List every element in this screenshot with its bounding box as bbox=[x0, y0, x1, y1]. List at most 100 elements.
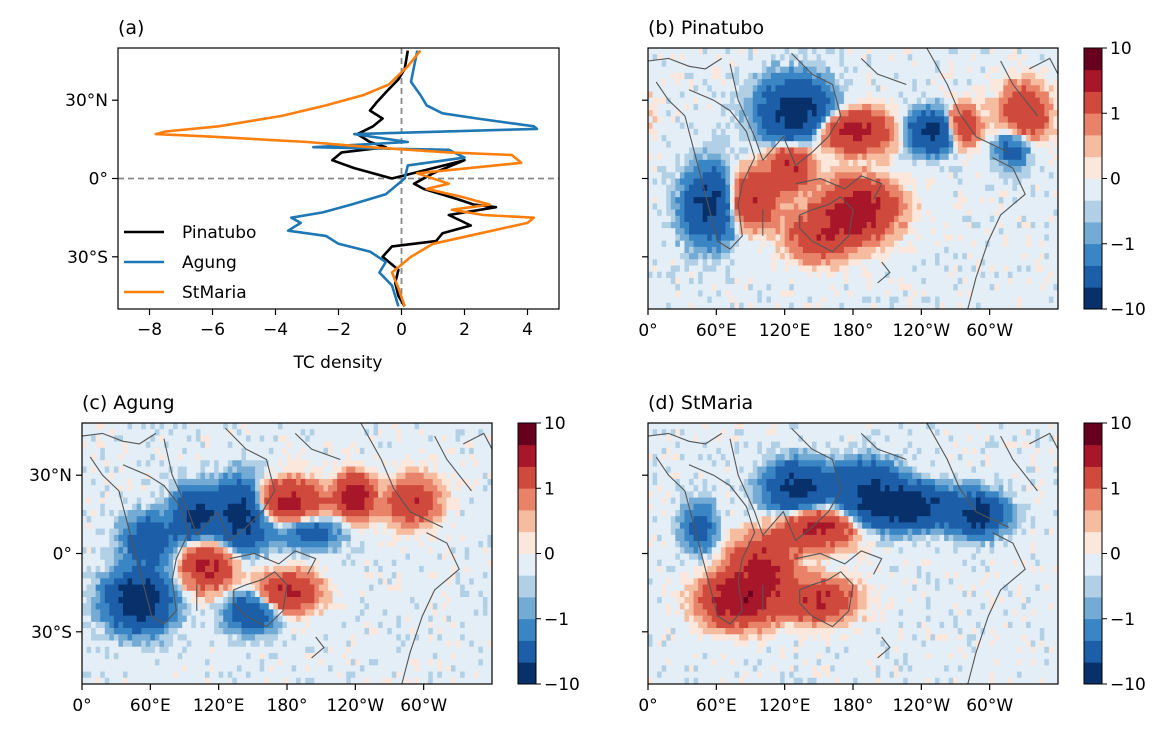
heatmap-cell bbox=[82, 448, 87, 455]
heatmap-cell bbox=[981, 67, 986, 74]
heatmap-cell bbox=[662, 116, 667, 123]
heatmap-cell bbox=[725, 284, 730, 291]
heatmap-cell bbox=[848, 160, 853, 167]
heatmap-cell bbox=[401, 491, 406, 498]
heatmap-cell bbox=[958, 253, 963, 260]
heatmap-cell bbox=[662, 272, 667, 279]
heatmap-cell bbox=[314, 485, 319, 492]
heatmap-cell bbox=[926, 60, 931, 67]
heatmap-cell bbox=[666, 67, 671, 74]
heatmap-cell bbox=[657, 222, 662, 229]
heatmap-cell bbox=[460, 454, 465, 461]
heatmap-cell bbox=[351, 442, 356, 449]
heatmap-cell bbox=[282, 460, 287, 467]
heatmap-cell bbox=[826, 60, 831, 67]
heatmap-cell bbox=[675, 266, 680, 273]
heatmap-cell bbox=[940, 60, 945, 67]
colorbar-segment bbox=[1084, 222, 1102, 244]
heatmap-cell bbox=[899, 210, 904, 217]
heatmap-cell bbox=[128, 460, 133, 467]
heatmap-cell bbox=[899, 216, 904, 223]
heatmap-cell bbox=[1035, 185, 1040, 192]
heatmap-cell bbox=[807, 241, 812, 248]
heatmap-cell bbox=[684, 147, 689, 154]
heatmap-cell bbox=[953, 216, 958, 223]
heatmap-cell bbox=[962, 166, 967, 173]
heatmap-cell bbox=[730, 284, 735, 291]
heatmap-cell bbox=[789, 123, 794, 130]
heatmap-cell bbox=[753, 123, 758, 130]
heatmap-cell bbox=[433, 491, 438, 498]
heatmap-cell bbox=[889, 123, 894, 130]
heatmap-cell bbox=[319, 479, 324, 486]
heatmap-cell bbox=[908, 129, 913, 136]
heatmap-cell bbox=[337, 460, 342, 467]
heatmap-cell bbox=[757, 179, 762, 186]
heatmap-cell bbox=[990, 54, 995, 61]
heatmap-cell bbox=[246, 491, 251, 498]
heatmap-cell bbox=[880, 197, 885, 204]
heatmap-cell bbox=[903, 297, 908, 304]
heatmap-cell bbox=[871, 284, 876, 291]
heatmap-cell bbox=[776, 284, 781, 291]
heatmap-cell bbox=[940, 166, 945, 173]
heatmap-cell bbox=[921, 166, 926, 173]
heatmap-cell bbox=[401, 423, 406, 430]
heatmap-cell bbox=[971, 147, 976, 154]
heatmap-cell bbox=[278, 423, 283, 430]
heatmap-cell bbox=[666, 166, 671, 173]
heatmap-cell bbox=[730, 154, 735, 161]
heatmap-cell bbox=[917, 222, 922, 229]
heatmap-cell bbox=[680, 278, 685, 285]
heatmap-cell bbox=[214, 442, 219, 449]
heatmap-cell bbox=[219, 423, 224, 430]
heatmap-cell bbox=[894, 166, 899, 173]
heatmap-cell bbox=[689, 241, 694, 248]
heatmap-cell bbox=[415, 460, 420, 467]
heatmap-cell bbox=[798, 191, 803, 198]
heatmap-cell bbox=[921, 104, 926, 111]
heatmap-cell bbox=[935, 104, 940, 111]
heatmap-cell bbox=[894, 60, 899, 67]
heatmap-cell bbox=[871, 85, 876, 92]
heatmap-cell bbox=[150, 442, 155, 449]
heatmap-cell bbox=[694, 60, 699, 67]
heatmap-cell bbox=[1035, 48, 1040, 55]
heatmap-cell bbox=[935, 210, 940, 217]
heatmap-cell bbox=[780, 54, 785, 61]
heatmap-cell bbox=[648, 185, 653, 192]
heatmap-cell bbox=[803, 297, 808, 304]
heatmap-cell bbox=[87, 442, 92, 449]
heatmap-cell bbox=[894, 191, 899, 198]
heatmap-cell bbox=[210, 479, 215, 486]
heatmap-cell bbox=[917, 191, 922, 198]
heatmap-cell bbox=[930, 98, 935, 105]
heatmap-cell bbox=[1031, 259, 1036, 266]
heatmap-cell bbox=[853, 222, 858, 229]
heatmap-cell bbox=[735, 135, 740, 142]
heatmap-cell bbox=[894, 85, 899, 92]
heatmap-cell bbox=[694, 234, 699, 241]
heatmap-cell bbox=[278, 467, 283, 474]
heatmap-cell bbox=[930, 92, 935, 99]
heatmap-cell bbox=[871, 92, 876, 99]
heatmap-cell bbox=[903, 185, 908, 192]
heatmap-cell bbox=[821, 297, 826, 304]
heatmap-cell bbox=[694, 85, 699, 92]
heatmap-cell bbox=[985, 297, 990, 304]
heatmap-cell bbox=[666, 79, 671, 86]
heatmap-cell bbox=[821, 197, 826, 204]
heatmap-cell bbox=[962, 60, 967, 67]
heatmap-cell bbox=[671, 222, 676, 229]
heatmap-cell bbox=[415, 442, 420, 449]
heatmap-cell bbox=[680, 79, 685, 86]
heatmap-cell bbox=[807, 85, 812, 92]
heatmap-cell bbox=[899, 104, 904, 111]
heatmap-cell bbox=[853, 129, 858, 136]
heatmap-cell bbox=[794, 141, 799, 148]
heatmap-cell bbox=[1022, 297, 1027, 304]
heatmap-cell bbox=[748, 234, 753, 241]
heatmap-cell bbox=[292, 479, 297, 486]
heatmap-cell bbox=[1003, 216, 1008, 223]
heatmap-cell bbox=[780, 172, 785, 179]
